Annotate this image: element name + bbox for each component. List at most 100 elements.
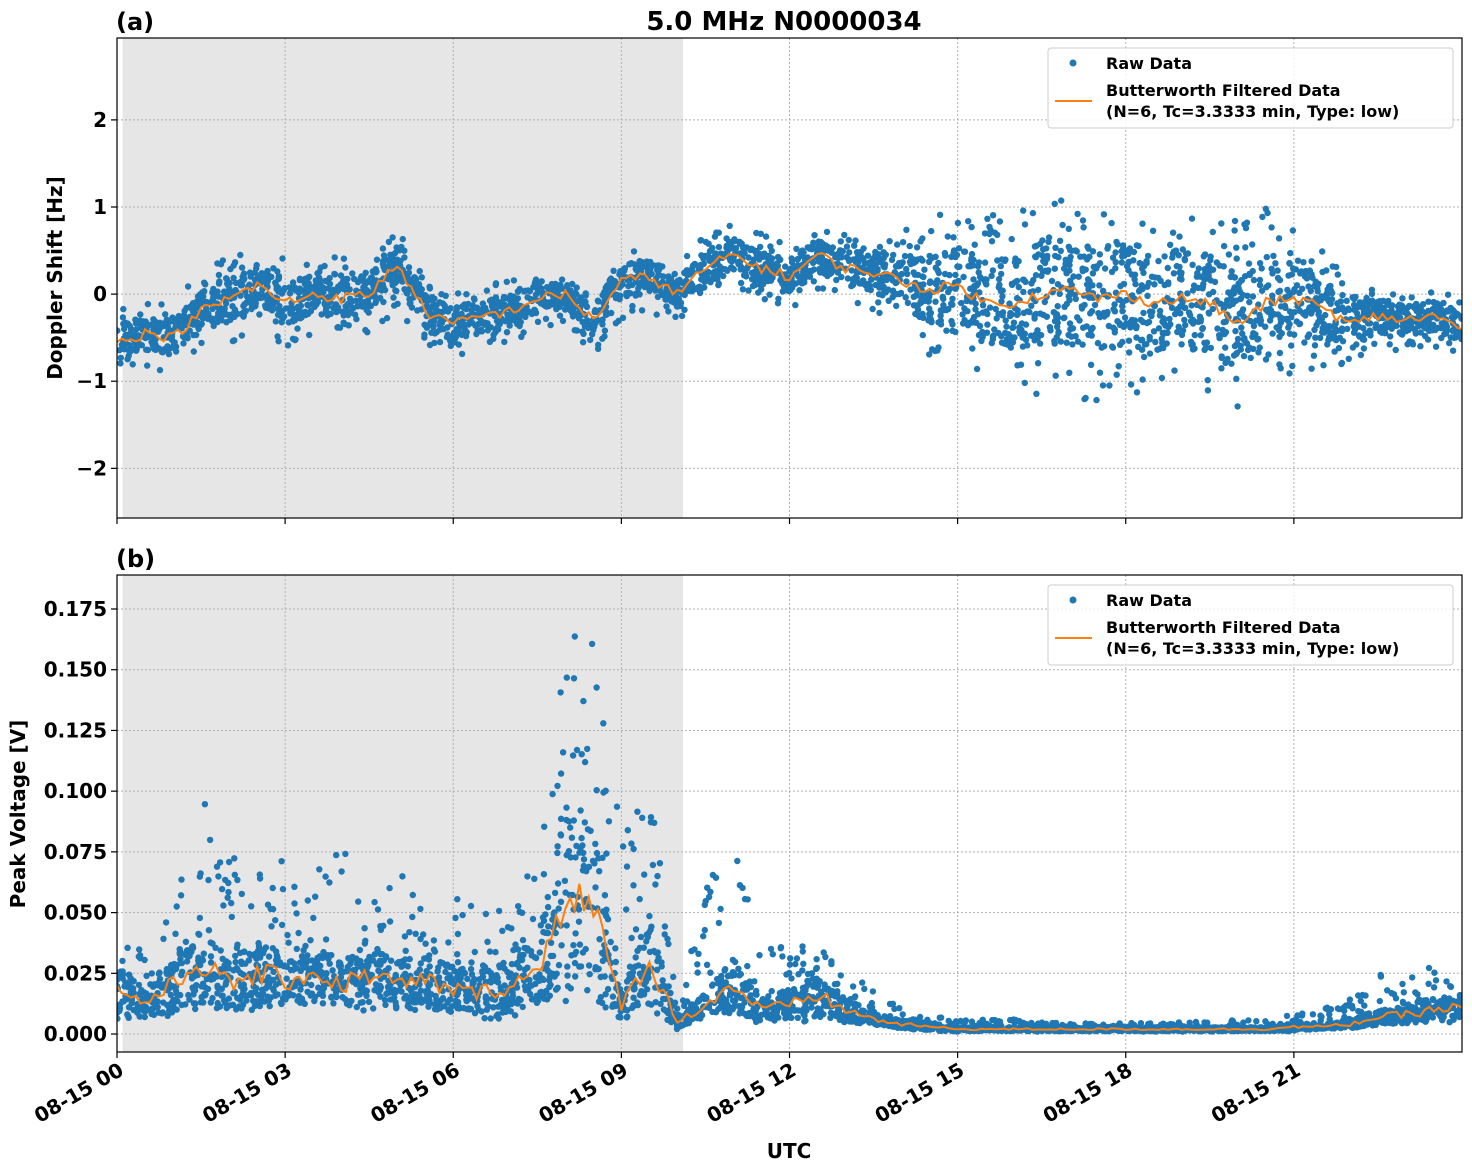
raw-data-point [584, 317, 590, 323]
raw-data-point [564, 963, 570, 969]
raw-data-point [1058, 338, 1064, 344]
raw-data-point [357, 947, 363, 953]
raw-data-point [1053, 373, 1059, 379]
raw-data-point [1276, 361, 1282, 367]
raw-data-point [360, 1007, 366, 1013]
raw-data-point [1077, 254, 1083, 260]
raw-data-point [577, 807, 583, 813]
raw-data-point [350, 979, 356, 985]
raw-data-point [852, 237, 858, 243]
raw-data-point [376, 961, 382, 967]
raw-data-point [250, 998, 256, 1004]
raw-data-point [130, 985, 136, 991]
raw-data-point [291, 884, 297, 890]
raw-data-point [127, 976, 133, 982]
raw-data-point [330, 287, 336, 293]
raw-data-point [175, 316, 181, 322]
raw-data-point [124, 945, 130, 951]
y-tick-label: 0 [93, 282, 107, 306]
raw-data-point [270, 885, 276, 891]
raw-data-point [352, 312, 358, 318]
raw-data-point [900, 259, 906, 265]
raw-data-point [625, 827, 631, 833]
raw-data-point [279, 290, 285, 296]
raw-data-point [972, 242, 978, 248]
raw-data-point [290, 279, 296, 285]
raw-data-point [248, 990, 254, 996]
raw-data-point [232, 259, 238, 265]
raw-data-point [431, 937, 437, 943]
raw-data-point [1387, 341, 1393, 347]
raw-data-point [248, 903, 254, 909]
panel-b-label: (b) [116, 545, 155, 573]
raw-data-point [556, 962, 562, 968]
raw-data-point [949, 321, 955, 327]
raw-data-point [281, 313, 287, 319]
raw-data-point [1315, 288, 1321, 294]
raw-data-point [292, 317, 298, 323]
raw-data-point [279, 922, 285, 928]
raw-data-point [1182, 257, 1188, 263]
raw-data-point [232, 306, 238, 312]
raw-data-point [425, 994, 431, 1000]
raw-data-point [740, 286, 746, 292]
raw-data-point [497, 299, 503, 305]
raw-data-point [234, 877, 240, 883]
raw-data-point [206, 927, 212, 933]
raw-data-point [1239, 309, 1245, 315]
raw-data-point [498, 984, 504, 990]
raw-data-point [620, 843, 626, 849]
raw-data-point [539, 939, 545, 945]
raw-data-point [403, 948, 409, 954]
panel-b-ylabel: Peak Voltage [V] [6, 720, 30, 909]
raw-data-point [305, 958, 311, 964]
raw-data-point [268, 906, 274, 912]
raw-data-point [1396, 311, 1402, 317]
raw-data-point [974, 366, 980, 372]
raw-data-point [508, 970, 514, 976]
raw-data-point [1277, 350, 1283, 356]
raw-data-point [599, 1000, 605, 1006]
raw-data-point [459, 912, 465, 918]
raw-data-point [1433, 344, 1439, 350]
raw-data-point [1329, 296, 1335, 302]
raw-data-point [610, 282, 616, 288]
raw-data-point [225, 889, 231, 895]
raw-data-point [485, 327, 491, 333]
raw-data-point [1189, 262, 1195, 268]
raw-data-point [370, 1005, 376, 1011]
raw-data-point [800, 277, 806, 283]
raw-data-point [1212, 279, 1218, 285]
raw-data-point [402, 971, 408, 977]
raw-data-point [769, 261, 775, 267]
raw-data-point [990, 267, 996, 273]
raw-data-point [1438, 335, 1444, 341]
raw-data-point [654, 967, 660, 973]
raw-data-point [948, 301, 954, 307]
raw-data-point [536, 282, 542, 288]
raw-data-point [1242, 244, 1248, 250]
raw-data-point [384, 315, 390, 321]
raw-data-point [407, 300, 413, 306]
raw-data-point [121, 326, 127, 332]
raw-data-point [731, 266, 737, 272]
raw-data-point [1192, 332, 1198, 338]
raw-data-point [1081, 396, 1087, 402]
raw-data-point [541, 871, 547, 877]
raw-data-point [637, 896, 643, 902]
raw-data-point [1385, 320, 1391, 326]
raw-data-point [942, 252, 948, 258]
raw-data-point [1403, 328, 1409, 334]
raw-data-point [268, 923, 274, 929]
raw-data-point [583, 290, 589, 296]
y-tick-label: −2 [76, 456, 107, 480]
raw-data-point [558, 816, 564, 822]
raw-data-point [602, 892, 608, 898]
raw-data-point [650, 262, 656, 268]
raw-data-point [1300, 259, 1306, 265]
raw-data-point [1218, 365, 1224, 371]
raw-data-point [849, 267, 855, 273]
raw-data-point [1112, 249, 1118, 255]
raw-data-point [1276, 235, 1282, 241]
raw-data-point [633, 954, 639, 960]
